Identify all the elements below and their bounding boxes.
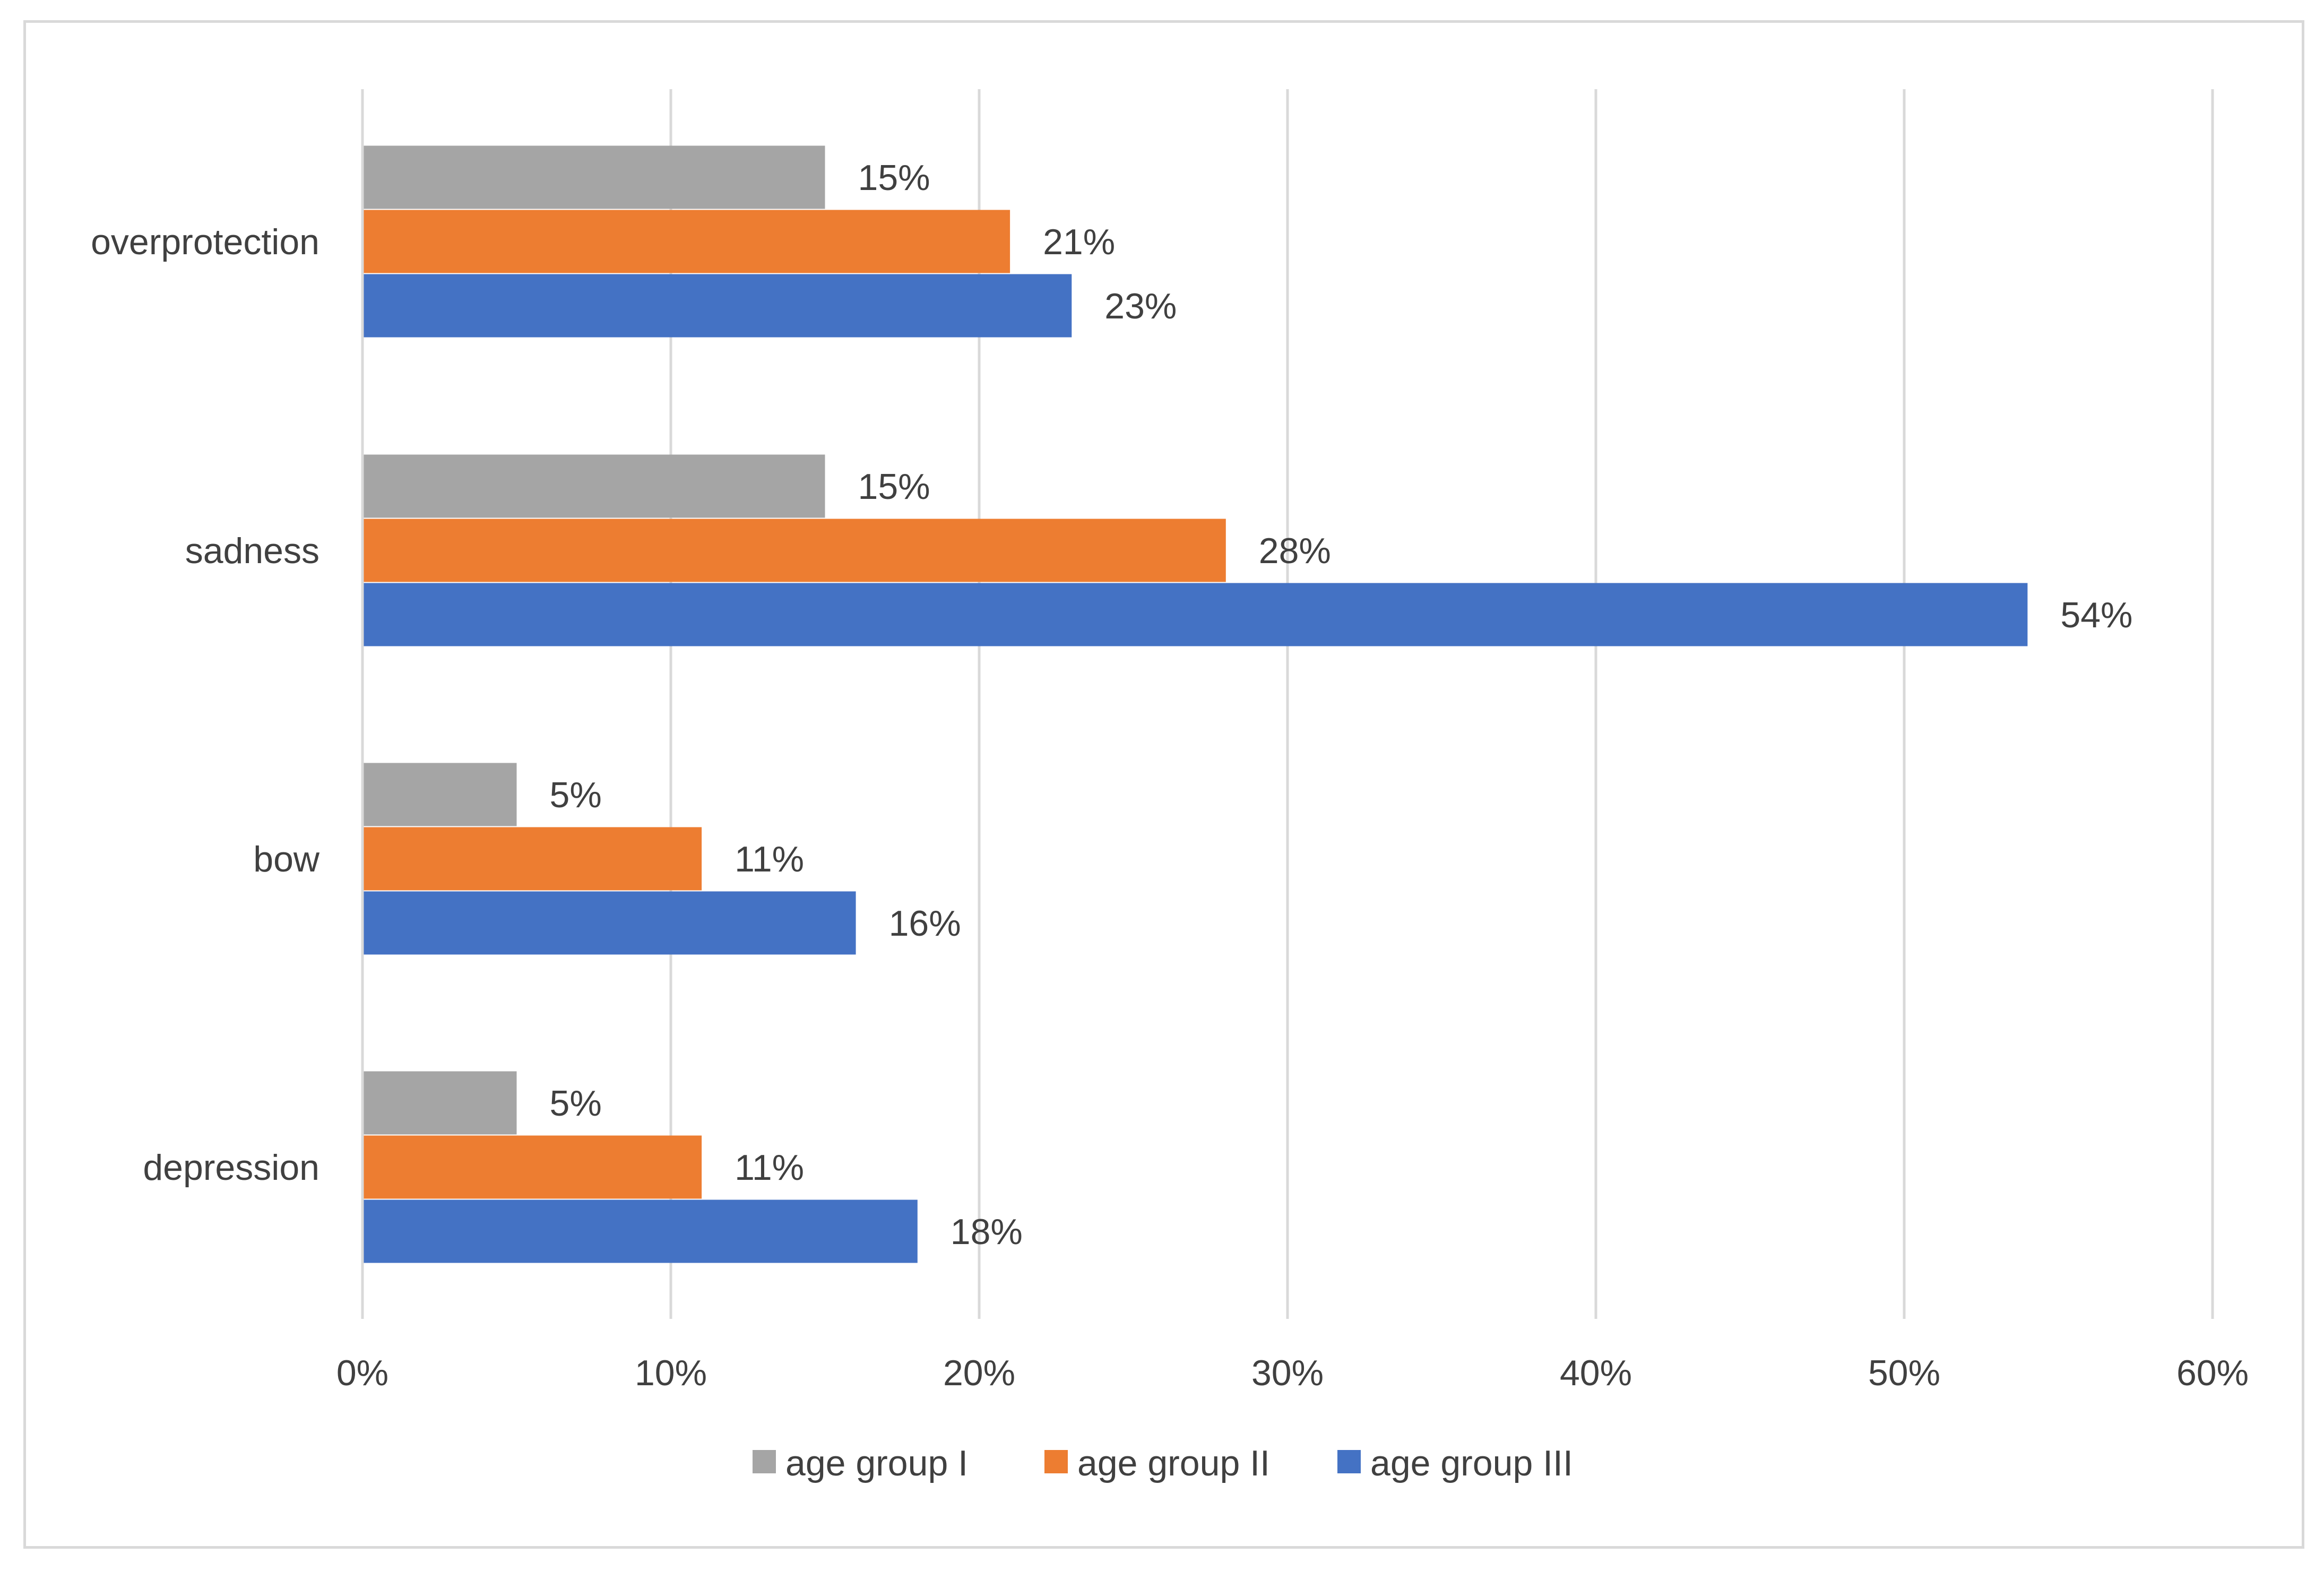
data-label: 21% — [1043, 222, 1115, 262]
x-tick-label: 50% — [1868, 1353, 1940, 1393]
legend-label: age group III — [1370, 1443, 1573, 1483]
category-label: overprotection — [91, 222, 319, 262]
x-tick-label: 10% — [635, 1353, 707, 1393]
legend: age group I age group II age group III — [753, 1443, 1573, 1483]
bar — [362, 519, 1226, 582]
data-label: 15% — [858, 467, 930, 507]
labels: 15% 21% 23% 15% 28% 54% 5% 11% 16% 5% 11% 18% — [550, 158, 2133, 1252]
axis: 0% 10% 20% 30% 40% 50% 60% overprotection sadnes… — [91, 89, 2249, 1393]
data-label: 5% — [550, 775, 602, 815]
bar — [362, 274, 1072, 338]
category-label: bow — [253, 839, 320, 879]
x-tick-label: 60% — [2176, 1353, 2249, 1393]
data-label: 18% — [951, 1212, 1023, 1252]
bar — [362, 1071, 517, 1135]
x-tick-label: 0% — [336, 1353, 388, 1393]
bar — [362, 210, 1010, 273]
data-label: 23% — [1104, 286, 1177, 326]
bars — [362, 145, 2028, 1263]
legend-label: age group II — [1077, 1443, 1270, 1483]
bar — [362, 827, 702, 891]
bar — [362, 763, 517, 826]
data-label: 16% — [889, 903, 961, 944]
data-label: 11% — [735, 1147, 804, 1188]
data-label: 15% — [858, 158, 930, 198]
bar — [362, 891, 856, 955]
data-label: 11% — [735, 839, 804, 879]
data-label: 28% — [1259, 531, 1331, 571]
legend-swatch — [1044, 1450, 1068, 1473]
bar — [362, 1199, 918, 1263]
bar — [362, 145, 825, 209]
legend-swatch — [753, 1450, 776, 1473]
x-tick-label: 30% — [1251, 1353, 1324, 1393]
bar — [362, 454, 825, 518]
legend-swatch — [1337, 1450, 1361, 1473]
legend-label: age group I — [785, 1443, 968, 1483]
x-tick-label: 20% — [943, 1353, 1015, 1393]
bar — [362, 583, 2028, 646]
category-label: sadness — [185, 531, 319, 571]
category-label: depression — [143, 1147, 319, 1188]
data-label: 5% — [550, 1083, 602, 1124]
bar — [362, 1135, 702, 1199]
x-tick-label: 40% — [1560, 1353, 1632, 1393]
data-label: 54% — [2060, 595, 2132, 635]
gridlines — [361, 89, 2214, 1319]
